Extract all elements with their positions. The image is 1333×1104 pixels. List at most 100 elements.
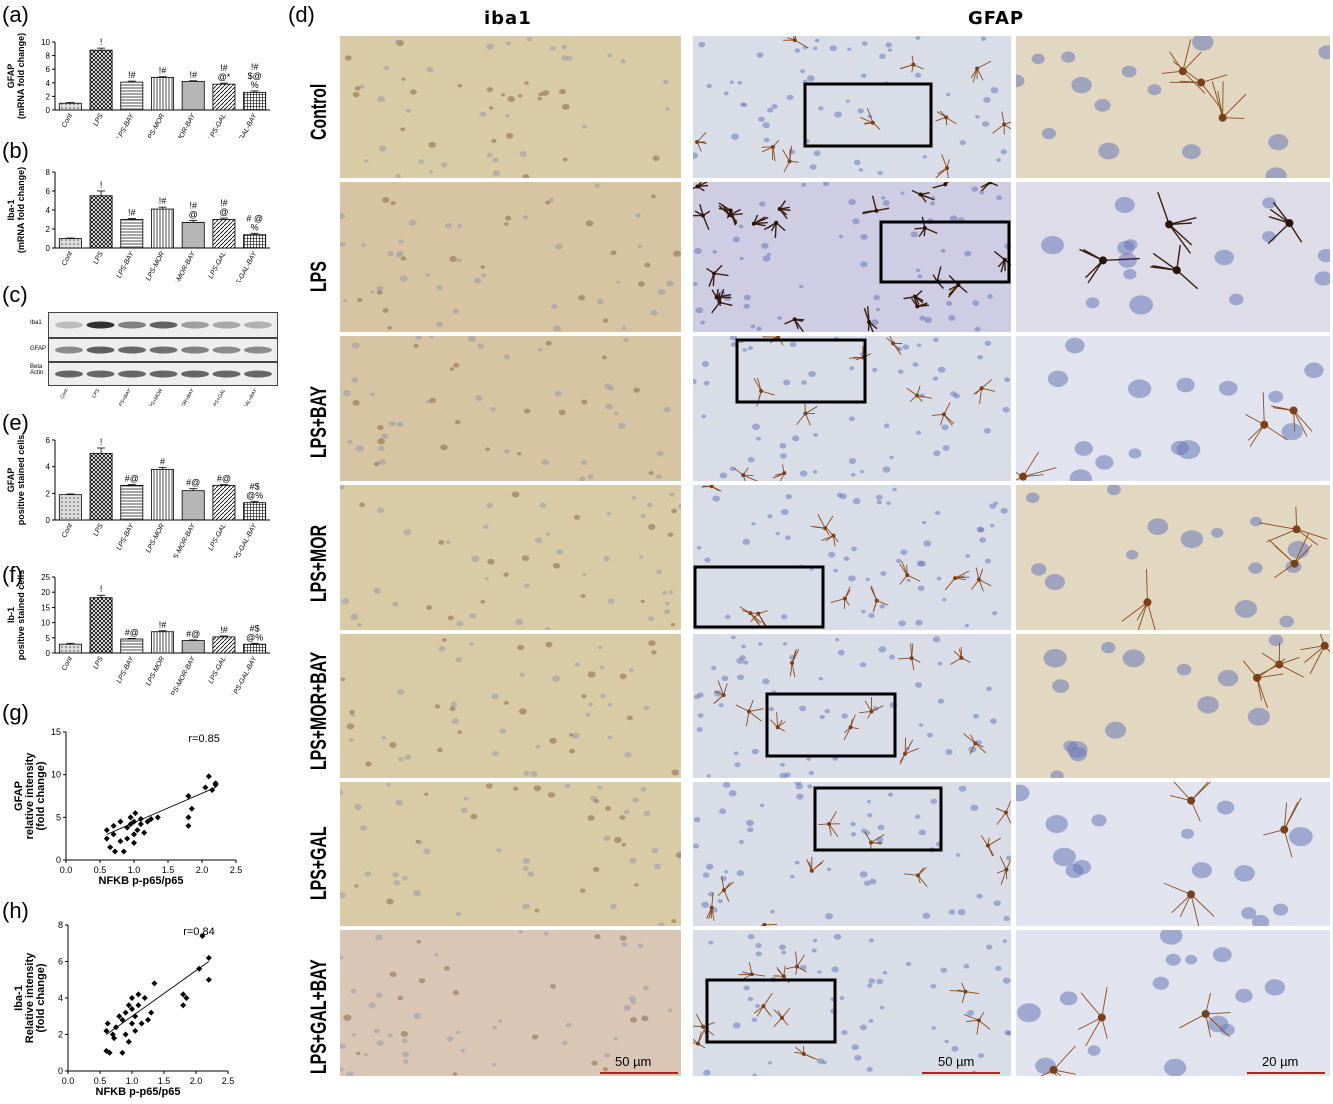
cell-nucleus <box>875 307 880 312</box>
cell-nucleus <box>453 362 460 368</box>
cell-nucleus <box>835 638 840 642</box>
cell-nucleus <box>392 422 397 426</box>
y-tick-label: 15 <box>51 727 61 737</box>
astrocyte <box>763 220 786 238</box>
cell-nucleus <box>964 623 970 628</box>
cell-nucleus <box>926 218 935 225</box>
cell-nucleus <box>1114 196 1135 213</box>
bar <box>212 83 236 111</box>
y-axis-label: (mRNA fold change) <box>16 33 26 119</box>
cell-nucleus <box>937 366 946 373</box>
cell-nucleus <box>451 718 459 725</box>
cell-nucleus <box>922 155 927 159</box>
cell-nucleus <box>1122 649 1145 668</box>
astrocyte <box>693 182 709 192</box>
cell-nucleus <box>1071 76 1092 94</box>
cell-nucleus <box>377 425 384 431</box>
x-tick-label: LPS-MOR-BAY <box>168 654 197 695</box>
cell-nucleus <box>503 572 509 577</box>
cell-nucleus <box>950 391 957 397</box>
cell-nucleus <box>340 1067 344 1072</box>
cell-nucleus <box>706 83 712 89</box>
cell-nucleus <box>756 326 762 332</box>
cell-nucleus <box>545 340 552 346</box>
cell-nucleus <box>752 423 761 430</box>
astrocyte <box>749 610 768 628</box>
y-tick-label: 2 <box>58 1030 63 1040</box>
cell-nucleus <box>596 298 604 305</box>
cell-nucleus <box>794 48 801 53</box>
cell-nucleus <box>561 103 570 110</box>
cell-nucleus <box>796 793 804 800</box>
cell-nucleus <box>742 538 751 545</box>
data-point <box>103 1047 110 1054</box>
cell-nucleus <box>573 514 581 520</box>
cell-nucleus <box>524 408 531 414</box>
bar <box>243 234 267 249</box>
cell-nucleus <box>1000 149 1008 155</box>
cell-nucleus <box>697 692 704 698</box>
cell-nucleus <box>587 474 594 480</box>
row-label-lps-mor-bay: LPS+MOR+BAY <box>306 651 331 770</box>
cell-nucleus <box>550 983 556 989</box>
significance-mark: #@ <box>125 627 139 637</box>
cell-nucleus <box>761 242 769 249</box>
cell-nucleus <box>538 347 543 352</box>
cell-nucleus <box>851 1044 859 1051</box>
cell-nucleus <box>1211 527 1224 538</box>
cell-nucleus <box>1085 297 1100 309</box>
cell-nucleus <box>603 835 611 841</box>
significance-mark: #@ <box>186 478 200 488</box>
cell-nucleus <box>446 1036 454 1042</box>
astrocyte <box>830 586 851 609</box>
cell-nucleus <box>808 770 815 776</box>
cell-nucleus <box>876 978 884 985</box>
data-point <box>131 839 137 846</box>
cell-nucleus <box>604 383 612 390</box>
bar <box>212 636 236 654</box>
cell-nucleus <box>880 571 887 577</box>
cell-nucleus <box>1147 84 1162 96</box>
cell-nucleus <box>799 964 807 971</box>
data-point <box>180 991 187 998</box>
gel-band <box>149 346 178 354</box>
micrograph-tile-r4-c3 <box>1016 485 1330 630</box>
cell-nucleus <box>664 601 670 606</box>
cell-nucleus <box>866 799 872 804</box>
cell-nucleus <box>900 549 908 556</box>
cell-nucleus <box>602 318 609 323</box>
cell-nucleus <box>695 307 704 314</box>
cell-nucleus <box>621 942 628 947</box>
cell-nucleus <box>814 38 820 43</box>
cell-nucleus <box>539 502 547 508</box>
cell-nucleus <box>945 748 953 755</box>
cell-nucleus <box>531 1034 539 1040</box>
cell-nucleus <box>770 909 775 914</box>
zoom-region-box <box>705 978 837 1044</box>
cell-nucleus <box>879 604 886 609</box>
cell-nucleus <box>469 642 474 646</box>
astrocyte <box>932 182 950 189</box>
cell-nucleus <box>580 460 588 466</box>
cell-nucleus <box>343 299 348 303</box>
x-tick-label: 2.5 <box>222 1076 235 1086</box>
cell-nucleus <box>574 662 580 667</box>
cell-nucleus <box>456 620 464 627</box>
significance-mark: !# <box>189 200 197 210</box>
cell-nucleus <box>580 888 586 893</box>
y-tick-label: 5 <box>46 634 51 643</box>
cell-nucleus <box>801 380 807 385</box>
cell-nucleus <box>418 978 426 984</box>
cell-nucleus <box>945 300 953 306</box>
cell-nucleus <box>701 414 706 419</box>
cell-nucleus <box>443 966 450 971</box>
astrocyte <box>963 1012 991 1035</box>
cell-nucleus <box>634 883 639 887</box>
significance-mark: #@ <box>186 629 200 639</box>
significance-mark: @ <box>219 207 228 217</box>
cell-nucleus <box>878 646 887 653</box>
cell-nucleus <box>657 288 666 296</box>
x-tick-label: LPS <box>92 522 105 537</box>
cell-nucleus <box>982 121 990 127</box>
cell-nucleus <box>1031 53 1045 65</box>
